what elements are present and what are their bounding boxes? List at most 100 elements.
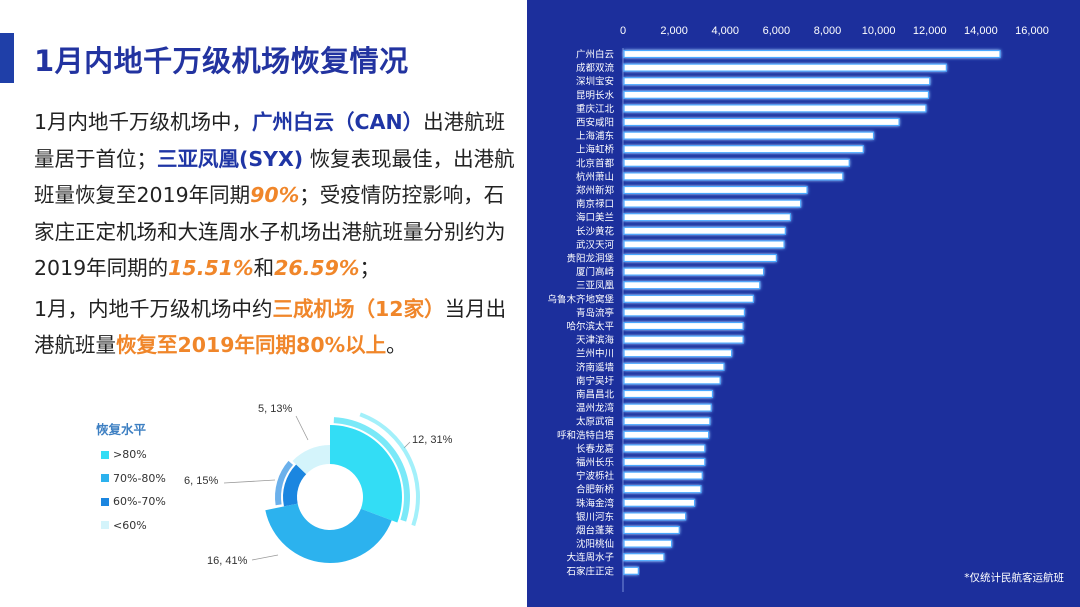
legend-label: 70%-80% [113,471,166,485]
x-tick-label: 2,000 [660,25,688,37]
legend-title: 恢复水平 [96,422,147,437]
bar [623,77,931,86]
bar [623,471,703,480]
bar [623,335,744,344]
pie-data-label: 16, 41% [207,555,248,567]
bar [623,49,1001,59]
bar [623,185,808,195]
pie-slice-outer-ring [275,460,294,506]
bar [623,417,711,426]
pie-leader-line [251,554,279,561]
p1-segment: 26.59% [274,256,360,280]
p1-segment: 恢复表现最佳，出港航班量恢复至2019年同期 [34,146,515,208]
legend-swatch [101,521,109,530]
p1-segment: 和 [253,256,275,280]
legend-label: <60% [113,518,147,532]
x-tick-label: 10,000 [862,25,896,37]
y-category-label: 南宁吴圩 [576,375,615,387]
bar [623,253,777,263]
legend-label: 60%-70% [113,495,166,509]
y-category-label: 上海浦东 [576,130,614,142]
y-category-label: 青岛流亭 [576,307,614,319]
y-category-label: 西安咸阳 [576,117,614,129]
footnote: *仅统计民航客运航班 [964,572,1064,584]
y-category-label: 兰州中川 [576,348,614,360]
legend-item: <60% [96,514,166,538]
bar [623,131,875,140]
p2-segment: 。 [386,333,407,357]
bar [623,267,765,276]
y-category-label: 北京首都 [576,157,615,169]
y-category-label: 三亚凤凰 [576,281,615,292]
summary-paragraph-1: 1月内地千万级机场中，广州白云（CAN）出港航班量居于首位；三亚凤凰(SYX) … [34,104,520,287]
legend-swatch [101,450,109,459]
pie-leader-line [403,441,411,449]
p1-segment: 90% [250,183,300,207]
y-category-label: 贵阳龙洞堡 [566,253,614,265]
y-category-label: 烟台蓬莱 [576,525,615,537]
bar [623,199,802,208]
bar [623,104,927,113]
y-category-label: 天津滨海 [576,334,615,346]
pie-slice [330,425,402,523]
departures-bar-chart: 0 2,000 4,000 6,000 8,000 10,000 12,000 14,000 1… [547,25,1049,592]
p2-segment: 1月，内地千万级机场中约 [34,296,273,321]
p1-segment: 出港航班量居于首位； [34,110,506,171]
y-category-label: 广州白云 [576,49,614,61]
x-tick-label: 16,000 [1015,25,1049,37]
p2-segment: 当月出港航班量 [34,296,507,358]
y-category-label: 沈阳桃仙 [576,538,614,550]
y-category-label: 福州长乐 [576,457,615,469]
bar [623,213,792,222]
y-category-label: 重庆江北 [576,103,615,115]
bar [623,403,712,412]
bar [623,308,746,317]
x-tick-label: 4,000 [711,25,739,37]
bar [623,525,680,535]
bar [623,158,850,167]
p2-segment: 恢复至2019年同期80%以上 [116,333,387,357]
y-category-label: 成都双流 [576,62,615,74]
p1-segment: 广州白云（CAN） [252,110,424,134]
bar [623,145,864,154]
x-tick-label: 0 [620,25,626,37]
y-category-label: 昆明长水 [576,89,615,101]
title-accent-bar [0,33,14,83]
bar [623,485,702,494]
y-category-label: 哈尔滨太平 [566,321,614,333]
y-category-label: 杭州萧山 [576,171,614,183]
bar [623,226,786,235]
y-category-label: 大连周水子 [566,552,614,564]
bar [623,430,710,439]
bar [623,512,687,521]
legend-items: >80% 70%-80% 60%-70% <60% [96,443,166,537]
y-category-label: 温州龙湾 [576,402,615,414]
y-category-label: 珠海金湾 [576,497,615,509]
y-category-label: 乌鲁木齐地窝堡 [547,293,614,305]
y-category-label: 长春龙嘉 [576,443,614,455]
bar [623,90,930,99]
bar [623,498,696,507]
bar [623,349,733,358]
page-title: 1月内地千万级机场恢复情况 [34,44,409,78]
bar [623,240,785,249]
y-category-label: 郑州新郑 [576,185,615,197]
summary-paragraph-2: 1月，内地千万级机场中约三成机场（12家）当月出港航班量恢复至2019年同期80… [34,291,520,364]
y-category-label: 海口美兰 [576,212,614,224]
y-category-label: 深圳宝安 [576,76,614,88]
bar [623,376,721,385]
y-category-label: 厦门高崎 [576,266,615,278]
y-category-label: 太原武宿 [576,416,614,428]
y-category-label: 武汉天河 [576,239,615,251]
y-category-label: 济南遥墙 [576,361,615,373]
pie-slice [283,464,307,507]
legend-label: >80% [113,448,147,462]
pie-legend: 恢复水平 >80% 70%-80% 60%-70% <60% [96,419,166,537]
p1-segment: 15.51% [168,256,254,280]
bar [623,566,639,575]
bar [623,117,900,127]
legend-swatch [101,497,109,506]
y-category-label: 南昌昌北 [576,389,615,401]
p2-segment: 三成机场（12家） [272,296,445,321]
p1-segment: 1月内地千万级机场中， [34,110,253,134]
